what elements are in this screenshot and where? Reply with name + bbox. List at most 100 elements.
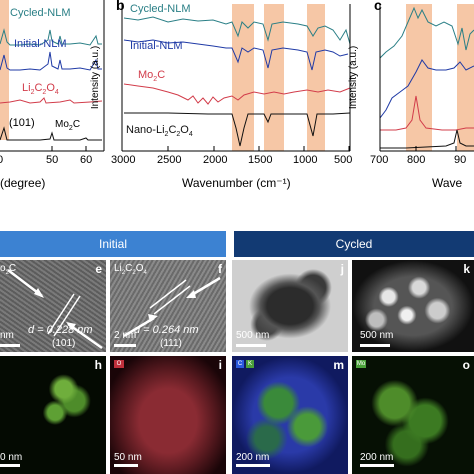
panel-c-x-label: Wave (432, 176, 463, 190)
panel-b-legend-nano: Nano-Li2C2O4 (126, 124, 193, 138)
d-phase-label: o2C (0, 263, 16, 276)
c-tick-800: 800 (407, 154, 426, 166)
o-tag-text: Mo (356, 361, 366, 367)
panel-a-x-label: (degree) (0, 176, 46, 190)
b-tick-3000: 3000 (111, 154, 136, 166)
m-tag-k: K (246, 360, 254, 368)
d-overlay (7, 269, 103, 350)
i-scale: 50 nm (114, 452, 142, 463)
panel-b-trace-mo2c (123, 83, 351, 105)
f-li: Li (114, 263, 122, 274)
d-phase-c: C (8, 263, 17, 274)
i-scale-bar (114, 464, 138, 467)
k-scale: 500 nm (360, 330, 394, 341)
image-j-tem-cycled: j 500 nm (232, 260, 348, 352)
panel-b-ticks (121, 146, 350, 151)
o-element-tag: Mo (356, 360, 366, 368)
i-element-tag: O (114, 360, 124, 368)
image-m-eds-ck: C K m 200 nm (232, 356, 348, 474)
d-scale: nm (0, 330, 14, 341)
c-text: C (34, 82, 43, 94)
m-letter: m (333, 358, 344, 372)
panel-b-x-label: Wavenumber (cm⁻¹) (182, 176, 291, 190)
mo-text: Mo (55, 119, 69, 130)
m-scale-bar (236, 464, 270, 467)
d-fringe-1 (47, 293, 75, 335)
image-d-hrtem-mo2c: o2C e d = 0.228 nm (101) nm (0, 260, 106, 352)
f-sub1: 2 (121, 270, 126, 276)
panel-a-peak-label: (101) (9, 117, 35, 129)
f-letter: f (218, 262, 222, 276)
f-c: C (125, 263, 133, 274)
f-overlay (123, 276, 221, 338)
m-tag-k-text: K (247, 361, 252, 367)
panel-c: c Intensity (a.u.) 700 800 90 Wave (348, 0, 474, 200)
f-spacing: d = 0.264 nm (134, 324, 199, 336)
f-arrow-1-head (186, 290, 196, 298)
section-initial-label: Initial (98, 237, 127, 251)
panel-a-legend-initial: Initial-NLM (14, 38, 67, 50)
panel-a-legend-li2c2o4: Li2C2O4 (22, 82, 59, 96)
b-nano-sub3: 4 (188, 131, 193, 139)
b-mo-sub: 2 (153, 76, 158, 84)
b-nano-sub2: 2 (176, 131, 181, 139)
c-sub: 2 (42, 89, 47, 97)
panel-b-trace-cycled (123, 16, 351, 45)
panel-b-trace-nano-li2c2o4 (124, 112, 351, 147)
b-nano-text: Nano-Li (126, 124, 165, 136)
panel-a-tick-label-50: 50 (46, 154, 59, 166)
b-mo-c: C (157, 69, 166, 81)
panel-c-y-label: Intensity (a.u.) (348, 45, 360, 110)
panel-c-letter: c (374, 0, 382, 13)
f-arrow-2 (123, 316, 155, 338)
f-arrow-1 (189, 276, 221, 298)
d-plane: (101) (52, 338, 76, 349)
panel-b-legend-cycled: Cycled-NLM (130, 3, 191, 15)
section-bar-initial: Initial (0, 231, 226, 257)
j-scale-bar (236, 344, 266, 347)
d-phase-sub: 2 (5, 270, 9, 276)
c-tick-700: 700 (370, 154, 389, 166)
k-scale-bar (360, 344, 390, 347)
f-o: O (135, 263, 144, 274)
panel-a-legend-cycled: Cycled-NLM (10, 7, 71, 19)
panel-a-trace-initial (0, 51, 102, 71)
m-tag-c: C (236, 360, 244, 368)
panel-a-tick-label-0: 0 (0, 154, 4, 166)
b-nano-c: C (168, 124, 177, 136)
panel-b: b Cycled-NLM Initial-NLM Mo2C Nano-Li2C2… (90, 0, 354, 200)
d-arrow-1-head (34, 288, 44, 298)
o-scale: 200 nm (360, 452, 394, 463)
image-k-stem-cycled: k 500 nm (352, 260, 474, 352)
b-tick-2000: 2000 (203, 154, 228, 166)
panel-b-band-2 (264, 4, 284, 151)
i-tag-text: O (116, 361, 122, 367)
panel-b-y-label: Intensity (a.u.) (90, 45, 102, 110)
g-scale: 0 nm (0, 452, 23, 463)
b-mo-text: Mo (138, 69, 154, 81)
f-plane: (111) (160, 338, 182, 349)
h-letter: h (94, 358, 102, 372)
mo-sub: 2 (68, 125, 73, 132)
panel-b-trace-initial (123, 39, 349, 71)
m-scale: 200 nm (236, 452, 270, 463)
b-nano-sub1: 2 (164, 131, 169, 139)
panel-a-trace-cycled (0, 28, 102, 46)
panel-c-trace-initial (379, 59, 474, 119)
image-h-eds-mo: h 0 nm (0, 356, 106, 474)
panel-c-trace-mo2c (380, 95, 474, 131)
o-letter: o (462, 358, 470, 372)
o-scale-bar (360, 464, 394, 467)
panel-a-trace-mo2c (0, 126, 102, 141)
d-spacing: d = 0.228 nm (28, 324, 93, 336)
f-sub3: 4 (143, 270, 147, 276)
b-tick-1500: 1500 (248, 154, 273, 166)
c-tick-900: 90 (454, 154, 467, 166)
d-phase-o: o (0, 263, 6, 274)
panel-a-highlight-band (0, 0, 9, 140)
b-tick-500: 500 (334, 154, 353, 166)
d-fringe-2 (53, 295, 81, 337)
panel-b-legend-initial: Initial-NLM (130, 40, 183, 52)
k-letter: k (463, 262, 470, 276)
f-scale-bar (114, 344, 136, 347)
